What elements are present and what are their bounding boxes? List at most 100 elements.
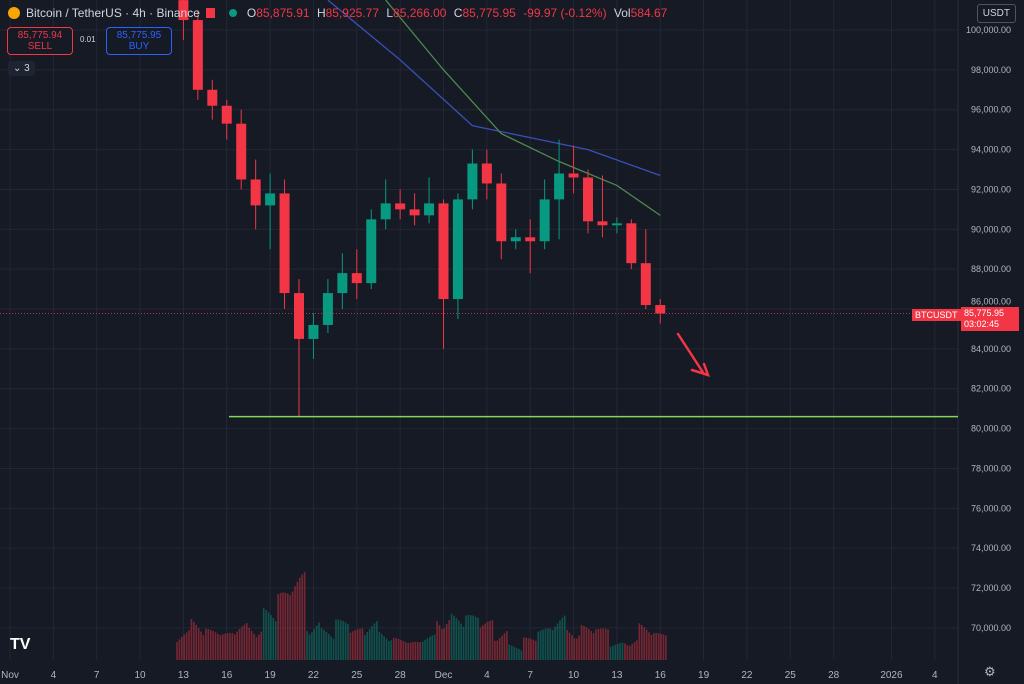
volume-bar	[583, 626, 585, 660]
y-tick-label: 74,000.00	[971, 543, 1011, 553]
sell-price: 85,775.94	[17, 30, 63, 41]
volume-bar	[339, 620, 342, 660]
volume-bar	[371, 626, 373, 660]
candle-body	[438, 203, 449, 300]
volume-bar	[392, 637, 395, 660]
x-tick-label: 19	[698, 670, 710, 681]
volume-bar	[417, 642, 419, 660]
volume-bar	[380, 633, 383, 660]
y-tick-label: 80,000.00	[971, 424, 1011, 434]
volume-bar	[530, 638, 532, 660]
volume-bar	[308, 634, 311, 660]
volume-bar	[277, 594, 279, 660]
x-tick-label: Nov	[1, 670, 19, 681]
volume-bar	[653, 633, 655, 660]
volume-bar	[645, 629, 648, 660]
volume-bar	[641, 625, 643, 660]
volume-bar	[395, 638, 397, 660]
volume-bar	[460, 623, 462, 660]
settings-gear-icon[interactable]: ⚙	[984, 664, 996, 679]
volume-bar	[559, 620, 561, 660]
volume-bar	[421, 641, 424, 660]
volume-bar	[318, 622, 320, 660]
last-price-tag: 85,775.95 03:02:45	[961, 307, 1019, 331]
volume-bar	[614, 644, 617, 660]
buy-button[interactable]: 85,775.95 BUY	[106, 27, 172, 55]
indicators-toggle[interactable]: ⌄ 3	[8, 61, 35, 76]
x-tick-label: 16	[655, 670, 667, 681]
volume-bar	[282, 592, 284, 660]
moving-average-slow	[385, 0, 661, 216]
volume-bar	[662, 634, 665, 660]
volume-bar	[419, 642, 421, 660]
volume-bar	[181, 636, 183, 660]
volume-bar	[301, 574, 303, 660]
x-tick-label: 7	[527, 670, 533, 681]
volume-bar	[262, 608, 265, 660]
volume-bar	[600, 628, 602, 660]
volume-bar	[347, 623, 349, 660]
candle-body	[583, 177, 593, 222]
volume-bar	[535, 640, 537, 660]
currency-select[interactable]: USDT	[976, 4, 1016, 23]
volume-bar	[226, 633, 229, 660]
market-open-icon	[228, 9, 237, 17]
x-tick-label: 13	[178, 670, 190, 681]
volume-bar	[178, 639, 181, 660]
volume-bar	[219, 635, 222, 660]
volume-bar	[404, 642, 407, 660]
volume-bar	[436, 621, 438, 660]
volume-bar	[665, 635, 667, 660]
x-tick-label: 4	[932, 670, 938, 681]
volume-bar	[270, 614, 272, 660]
ohlc-legend: O85,875.91 H85,925.77 L85,266.00 C85,775…	[246, 6, 668, 20]
volume-bar	[631, 643, 633, 660]
sell-button[interactable]: 85,775.94 SELL	[7, 27, 73, 55]
volume-bar	[657, 633, 660, 660]
volume-bar	[248, 627, 251, 660]
x-tick-label: 10	[568, 670, 580, 681]
volume-bar	[303, 572, 306, 660]
y-tick-label: 86,000.00	[971, 296, 1011, 306]
volume-bar	[585, 627, 588, 660]
indicator-count: 3	[24, 63, 30, 74]
volume-bar	[231, 633, 234, 660]
volume-bar	[544, 628, 547, 660]
tradingview-logo-icon[interactable]: TV	[10, 636, 31, 653]
candle-body	[409, 209, 420, 216]
volume-bar	[299, 577, 301, 660]
volume-bar	[253, 633, 255, 660]
volume-bar	[320, 628, 323, 660]
volume-bar	[520, 650, 523, 660]
volume-bar	[424, 639, 426, 660]
volume-bar	[438, 625, 441, 660]
sell-label: SELL	[27, 41, 53, 52]
down-arrow-drawing	[676, 332, 711, 377]
volume-bar	[624, 643, 626, 660]
flag-icon[interactable]	[205, 8, 215, 18]
volume-bar	[650, 634, 653, 660]
volume-bar	[250, 630, 253, 660]
volume-bar	[217, 633, 219, 660]
candle-body	[265, 193, 276, 206]
volume-bar	[209, 629, 212, 660]
volume-bar	[441, 629, 443, 660]
candle-body	[611, 223, 622, 226]
candle-body	[221, 105, 232, 124]
candle-body	[236, 123, 247, 180]
volume-bar	[344, 622, 347, 660]
volume-bar	[597, 628, 600, 660]
volume-bar	[286, 593, 289, 660]
volume-bar	[525, 637, 527, 660]
volume-bar	[549, 628, 552, 660]
y-tick-label: 90,000.00	[971, 224, 1011, 234]
symbol-title[interactable]: Bitcoin / TetherUS · 4h · Binance	[26, 6, 200, 20]
y-tick-label: 98,000.00	[971, 65, 1011, 75]
symbol-header: Bitcoin / TetherUS · 4h · Binance O85,87…	[8, 6, 667, 20]
volume-bar	[580, 625, 583, 660]
candle-body	[554, 173, 565, 200]
volume-bar	[590, 631, 592, 660]
volume-bar	[455, 618, 458, 660]
volume-bar	[508, 644, 511, 660]
